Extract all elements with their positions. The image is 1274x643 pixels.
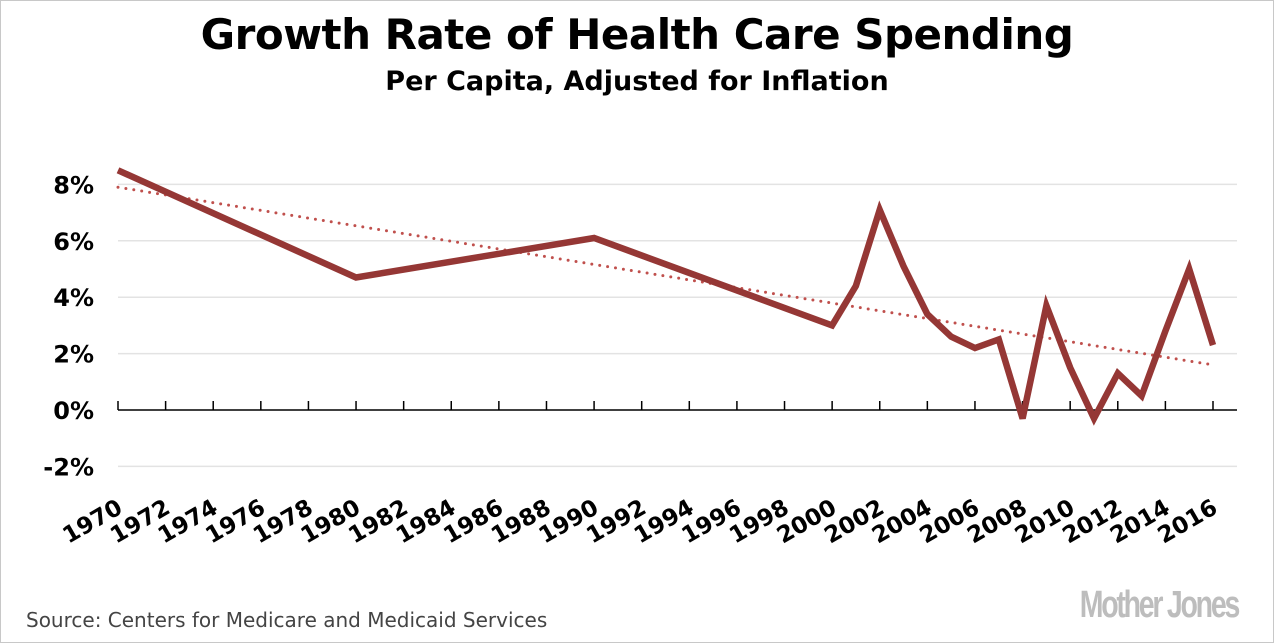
- y-tick-label: 0%: [53, 397, 94, 425]
- y-tick-label: 2%: [53, 341, 94, 369]
- trend-line: [116, 185, 1215, 367]
- chart-title: Growth Rate of Health Care Spending: [200, 10, 1074, 59]
- publisher-logo: Mother Jones: [1079, 584, 1241, 626]
- growth-rate-line: [116, 167, 1217, 426]
- y-tick-label: 4%: [53, 284, 94, 312]
- y-tick-label: -2%: [43, 453, 94, 481]
- chart-subtitle: Per Capita, Adjusted for Inflation: [385, 66, 889, 97]
- y-tick-label: 8%: [53, 171, 94, 199]
- source-note: Source: Centers for Medicare and Medicai…: [26, 608, 548, 632]
- y-tick-label: 6%: [53, 228, 94, 256]
